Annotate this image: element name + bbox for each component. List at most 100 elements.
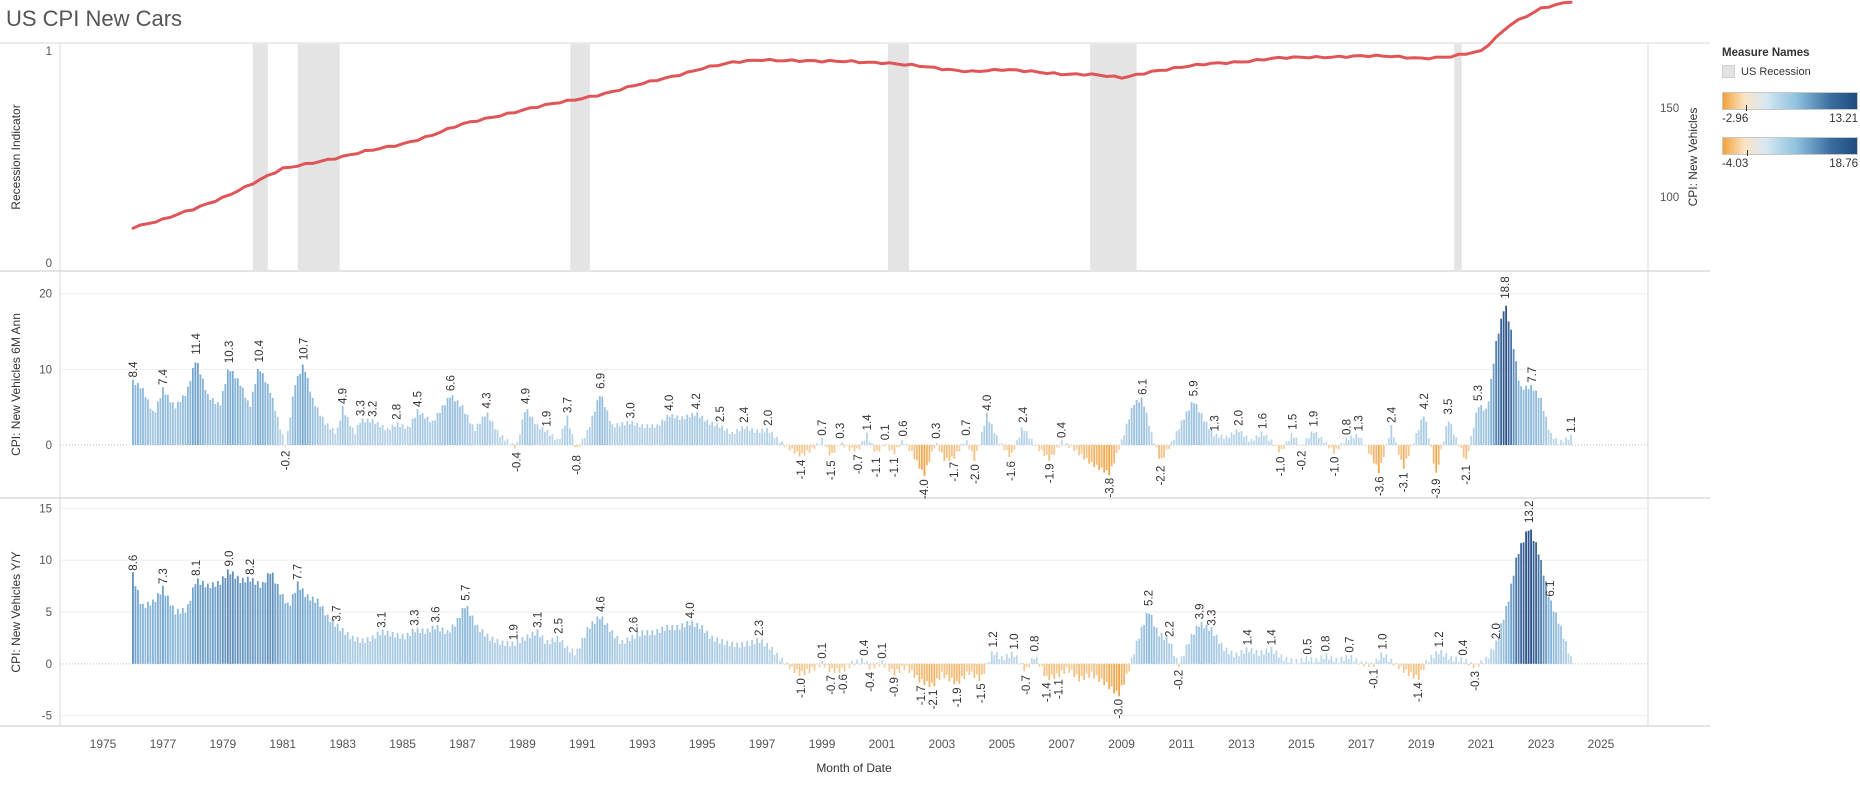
bar-yy: [501, 640, 504, 664]
bar-6m: [1265, 434, 1268, 446]
bar-6m: [294, 385, 297, 446]
bar-6m: [1260, 431, 1263, 446]
bar-yy: [476, 625, 479, 664]
bar-yy: [1023, 663, 1026, 672]
bar-6m: [960, 443, 963, 446]
bar-6m: [711, 421, 714, 446]
bar-6m: [229, 371, 232, 446]
bar-6m: [606, 410, 609, 446]
bar-6m: [945, 445, 948, 458]
data-label: 7.7: [1527, 367, 1539, 383]
bar-6m: [886, 444, 888, 446]
bar-6m: [404, 428, 406, 446]
bar-yy: [379, 635, 382, 664]
bar-6m: [334, 434, 337, 446]
color-scale-1[interactable]: [1722, 92, 1858, 111]
bar-6m: [1350, 435, 1353, 446]
bar-6m: [1495, 341, 1498, 446]
bar-yy: [1140, 626, 1143, 664]
bar-6m: [1218, 437, 1220, 446]
bar-yy: [1405, 663, 1408, 670]
bar-6m: [1248, 441, 1250, 446]
bar-yy: [1070, 663, 1073, 670]
bar-6m: [591, 415, 594, 446]
bar-6m: [621, 422, 624, 446]
y-axis-tick: -5: [42, 711, 52, 723]
bar-yy: [1270, 646, 1273, 664]
bar-6m: [693, 415, 696, 446]
bar-yy: [881, 660, 883, 664]
bar-yy: [241, 577, 244, 664]
bar-yy: [1080, 663, 1083, 676]
bar-yy: [139, 604, 142, 664]
bar-6m: [436, 412, 439, 446]
bar-yy: [883, 663, 886, 668]
bar-yy: [588, 628, 591, 664]
color-scale-2[interactable]: [1722, 137, 1858, 156]
bar-6m: [828, 445, 831, 456]
bar-yy: [177, 608, 179, 664]
bar-6m: [718, 427, 721, 446]
data-label: 1.5: [1287, 414, 1299, 430]
bar-yy: [1258, 655, 1260, 664]
bar-yy: [1445, 653, 1448, 664]
bar-yy: [1322, 658, 1325, 664]
bar-6m: [831, 445, 833, 454]
data-label: 3.5: [1443, 399, 1455, 415]
data-label: -1.4: [1413, 682, 1425, 702]
bar-yy: [643, 635, 646, 664]
bar-yy: [1407, 663, 1410, 676]
bar-yy: [1225, 647, 1228, 664]
data-label: 1.9: [508, 624, 520, 640]
bar-6m: [808, 445, 811, 453]
bar-6m: [1065, 442, 1068, 446]
bar-yy: [1288, 662, 1290, 664]
bar-6m: [1352, 438, 1355, 446]
bar-6m: [778, 442, 781, 446]
bar-yy: [1098, 663, 1101, 682]
bar-6m: [1190, 402, 1193, 446]
bar-6m: [1075, 445, 1078, 450]
x-axis-tick: 2019: [1408, 737, 1435, 751]
bar-6m: [756, 429, 759, 446]
bar-6m: [1437, 445, 1440, 465]
bar-yy: [1043, 663, 1046, 677]
bar-6m: [1303, 445, 1305, 446]
recession-band: [1090, 44, 1137, 271]
bar-yy: [1248, 652, 1250, 664]
bar-6m: [157, 401, 159, 446]
bar-yy: [718, 643, 721, 664]
bar-6m: [858, 445, 861, 450]
recession-shading: [252, 44, 1462, 271]
bar-6m: [581, 438, 584, 446]
data-label: 6.9: [595, 373, 607, 389]
bar-6m: [1545, 416, 1547, 446]
bar-yy: [736, 642, 739, 664]
bar-yy: [1415, 663, 1418, 675]
bar-yy: [603, 624, 606, 664]
x-axis-tick: 2005: [988, 737, 1015, 751]
bar-yy: [598, 619, 601, 664]
bar-6m: [576, 445, 579, 448]
bar-yy: [279, 594, 282, 664]
bar-yy: [733, 647, 736, 664]
legend-item-recession[interactable]: US Recession: [1722, 65, 1858, 78]
bar-yy: [833, 663, 836, 674]
bar-6m: [281, 434, 284, 446]
bar-yy: [481, 629, 484, 664]
bar-6m: [516, 441, 519, 446]
bar-yy: [663, 630, 666, 664]
x-axis-tick: 1991: [569, 737, 596, 751]
bar-yy: [938, 663, 941, 680]
bar-yy: [601, 616, 604, 664]
bar-6m: [1400, 445, 1403, 460]
bar-yy: [703, 632, 706, 664]
bar-yy: [1278, 657, 1280, 664]
bar-6m: [1442, 441, 1445, 446]
bar-yy: [1307, 661, 1310, 664]
bar-6m: [439, 412, 441, 446]
legend: Measure Names US Recession -2.96 13.21 -…: [1722, 47, 1858, 182]
bar-yy: [1325, 653, 1328, 664]
bar-6m: [1135, 400, 1138, 446]
bar-6m: [1033, 445, 1036, 447]
